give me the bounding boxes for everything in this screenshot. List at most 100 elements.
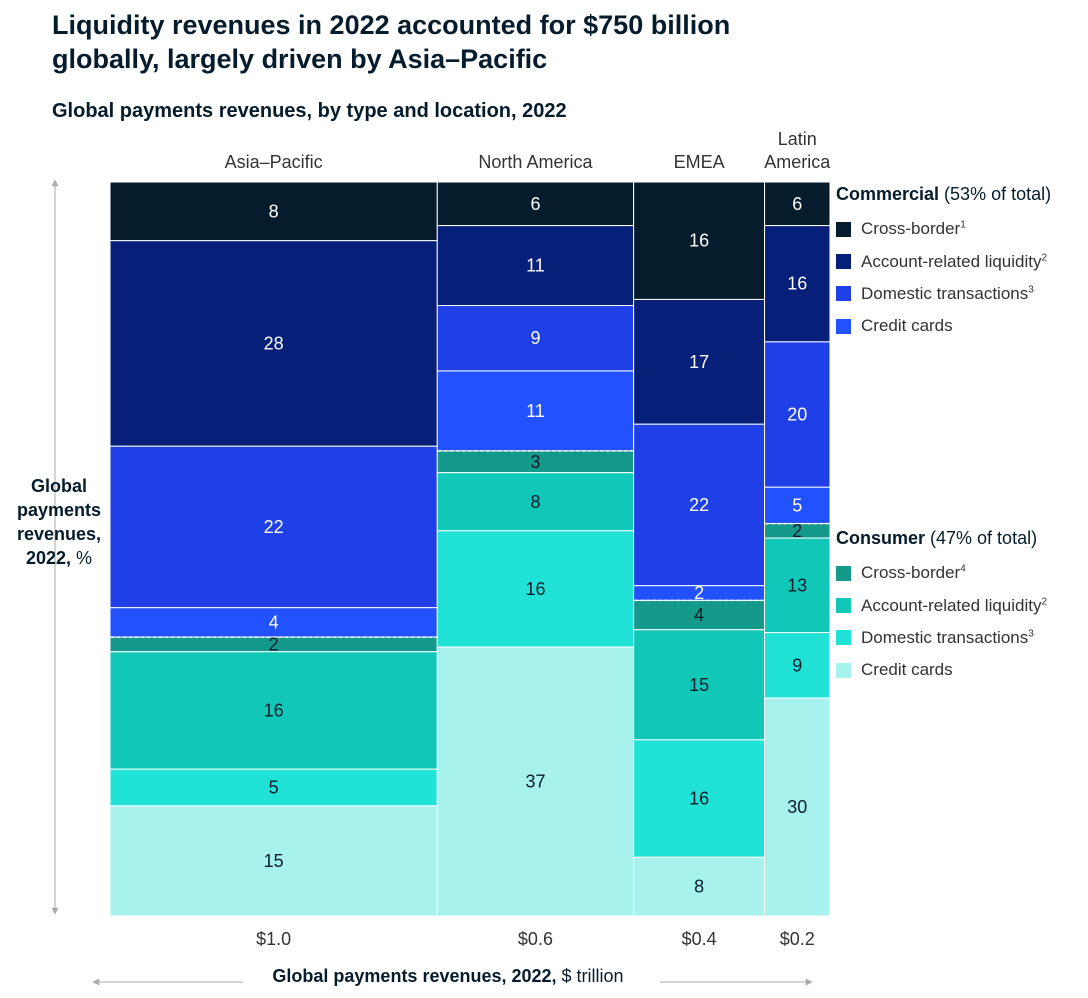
bar-segment-north-america-consumer-account-related-liquidity <box>436 472 635 532</box>
legend-item-commercial-cross-border: Cross-border1 <box>836 213 1086 245</box>
legend-consumer-heading: Consumer (47% of total) <box>836 528 1038 548</box>
y-axis-label: Global payments revenues, 2022, % <box>16 476 102 568</box>
legend-swatch <box>836 221 851 237</box>
legend-commercial-items: Cross-border1 Account-related liquidity2 D… <box>836 213 1086 343</box>
data-label-latin-america-consumer-cross-border: 2 <box>792 521 802 541</box>
legend-item-consumer-cross-border: Cross-border4 <box>836 557 1086 589</box>
data-label-asia-pacific-consumer-account-related-liquidity: 16 <box>264 700 284 720</box>
chart-subtitle: Global payments revenues, by type and lo… <box>52 100 567 122</box>
legend-swatch <box>836 286 851 302</box>
bar-segment-asia-pacific-consumer-account-related-liquidity <box>109 651 438 770</box>
data-label-north-america-commercial-domestic-transactions: 9 <box>530 328 540 348</box>
data-label-asia-pacific-commercial-credit-cards: 4 <box>269 612 279 632</box>
data-label-north-america-commercial-credit-cards: 11 <box>526 401 545 421</box>
bar-segment-north-america-commercial-account-related-liquidity <box>436 225 635 307</box>
region-total-emea: $0.4 <box>682 929 717 949</box>
region-total-asia-pacific: $1.0 <box>256 929 291 949</box>
legend-swatch <box>836 318 851 334</box>
legend-label: Domestic transactions3 <box>861 627 1034 647</box>
legend-label: Credit cards <box>861 660 953 680</box>
data-label-emea-consumer-domestic-transactions: 16 <box>689 789 709 809</box>
x-axis-label: Global payments revenues, 2022, $ trilli… <box>272 966 624 986</box>
bar-segment-latin-america-consumer-credit-cards <box>764 697 831 917</box>
legend-item-consumer-domestic-transactions: Domestic transactions3 <box>836 622 1086 654</box>
bar-segment-asia-pacific-consumer-credit-cards <box>109 805 438 917</box>
data-label-asia-pacific-commercial-account-related-liquidity: 28 <box>264 333 284 353</box>
legend-swatch <box>836 662 851 678</box>
bar-segment-north-america-commercial-credit-cards <box>436 370 635 452</box>
data-label-emea-commercial-credit-cards: 2 <box>694 583 704 603</box>
legend-label: Cross-border1 <box>861 219 966 239</box>
bar-segment-asia-pacific-commercial-credit-cards <box>109 607 438 638</box>
legend-swatch <box>836 598 851 614</box>
data-label-asia-pacific-consumer-domestic-transactions: 5 <box>269 778 279 798</box>
chart-bars <box>109 181 831 917</box>
chart-title: Liquidity revenues in 2022 accounted for… <box>52 10 731 74</box>
data-label-latin-america-commercial-account-related-liquidity: 16 <box>787 274 807 294</box>
legend-item-commercial-domestic-transactions: Domestic transactions3 <box>836 278 1086 310</box>
legend-label: Domestic transactions3 <box>861 283 1034 303</box>
data-label-emea-consumer-cross-border: 4 <box>694 605 704 625</box>
bar-segment-emea-commercial-domestic-transactions <box>633 423 766 587</box>
data-label-latin-america-commercial-cross-border: 6 <box>792 194 802 214</box>
bar-segment-asia-pacific-commercial-account-related-liquidity <box>109 240 438 447</box>
data-label-asia-pacific-commercial-domestic-transactions: 22 <box>264 517 284 537</box>
legend-item-consumer-credit-cards: Credit cards <box>836 654 1086 686</box>
legend-item-consumer-account-related-liquidity: Account-related liquidity2 <box>836 589 1086 621</box>
legend-swatch <box>836 565 851 581</box>
data-label-emea-commercial-domestic-transactions: 22 <box>689 495 709 515</box>
data-label-latin-america-consumer-account-related-liquidity: 13 <box>787 575 807 595</box>
bar-segment-emea-consumer-account-related-liquidity <box>633 629 766 741</box>
legend-label: Account-related liquidity2 <box>861 251 1048 271</box>
data-label-north-america-consumer-account-related-liquidity: 8 <box>530 492 540 512</box>
data-label-asia-pacific-consumer-credit-cards: 15 <box>264 851 284 871</box>
legend-item-commercial-credit-cards: Credit cards <box>836 310 1086 342</box>
bar-segment-latin-america-commercial-cross-border <box>764 181 831 227</box>
commercial-consumer-dividers <box>111 450 829 638</box>
legend-label: Credit cards <box>861 316 953 336</box>
bar-segment-emea-commercial-account-related-liquidity <box>633 298 766 425</box>
data-label-latin-america-consumer-credit-cards: 30 <box>787 797 807 817</box>
legend-label: Cross-border4 <box>861 563 966 583</box>
data-label-north-america-commercial-account-related-liquidity: 11 <box>526 256 545 276</box>
bar-segment-emea-consumer-cross-border <box>633 599 766 631</box>
bar-segment-latin-america-consumer-account-related-liquidity <box>764 537 831 634</box>
legend-consumer: Consumer (47% of total) Cross-border4 Acc… <box>836 528 1086 687</box>
bar-segment-latin-america-consumer-domestic-transactions <box>764 632 831 699</box>
legend-swatch <box>836 630 851 646</box>
bar-segment-emea-consumer-credit-cards <box>633 856 766 917</box>
region-total-latin-america: $0.2 <box>780 929 815 949</box>
bar-segment-north-america-consumer-credit-cards <box>436 646 635 917</box>
data-label-emea-commercial-cross-border: 16 <box>689 231 709 251</box>
bar-segment-emea-commercial-cross-border <box>633 181 766 300</box>
region-label-north-america: North America <box>478 152 593 172</box>
legend-item-commercial-account-related-liquidity: Account-related liquidity2 <box>836 245 1086 277</box>
data-label-emea-consumer-account-related-liquidity: 15 <box>689 675 709 695</box>
data-label-north-america-consumer-cross-border: 3 <box>530 452 540 472</box>
data-label-north-america-consumer-credit-cards: 37 <box>525 772 545 792</box>
legend-commercial: Commercial (53% of total) Cross-border1 A… <box>836 184 1086 343</box>
data-label-latin-america-commercial-domestic-transactions: 20 <box>787 405 807 425</box>
legend-commercial-heading: Commercial (53% of total) <box>836 184 1052 204</box>
legend-consumer-items: Cross-border4 Account-related liquidity2 D… <box>836 557 1086 687</box>
legend-label: Account-related liquidity2 <box>861 595 1048 615</box>
data-label-north-america-commercial-cross-border: 6 <box>530 194 540 214</box>
bar-segment-emea-consumer-domestic-transactions <box>633 739 766 858</box>
region-label-latin-america-line-2: America <box>764 152 831 172</box>
data-label-latin-america-commercial-credit-cards: 5 <box>792 495 802 515</box>
chart-labels: 828224216515Asia–Pacific$1.0611911381637… <box>225 129 832 949</box>
region-label-asia-pacific: Asia–Pacific <box>225 152 323 172</box>
region-total-north-america: $0.6 <box>518 929 553 949</box>
data-label-latin-america-consumer-domestic-transactions: 9 <box>792 655 802 675</box>
bar-segment-north-america-consumer-domestic-transactions <box>436 530 635 648</box>
data-label-north-america-consumer-domestic-transactions: 16 <box>525 579 545 599</box>
region-label-emea: EMEA <box>674 152 725 172</box>
data-label-emea-commercial-account-related-liquidity: 17 <box>689 352 709 372</box>
bar-segment-latin-america-commercial-credit-cards <box>764 486 831 525</box>
region-label-latin-america-line-1: Latin <box>778 129 817 149</box>
legend-swatch <box>836 254 851 270</box>
data-label-asia-pacific-commercial-cross-border: 8 <box>269 201 279 221</box>
bar-segment-asia-pacific-commercial-cross-border <box>109 181 438 242</box>
data-label-asia-pacific-consumer-cross-border: 2 <box>269 634 279 654</box>
